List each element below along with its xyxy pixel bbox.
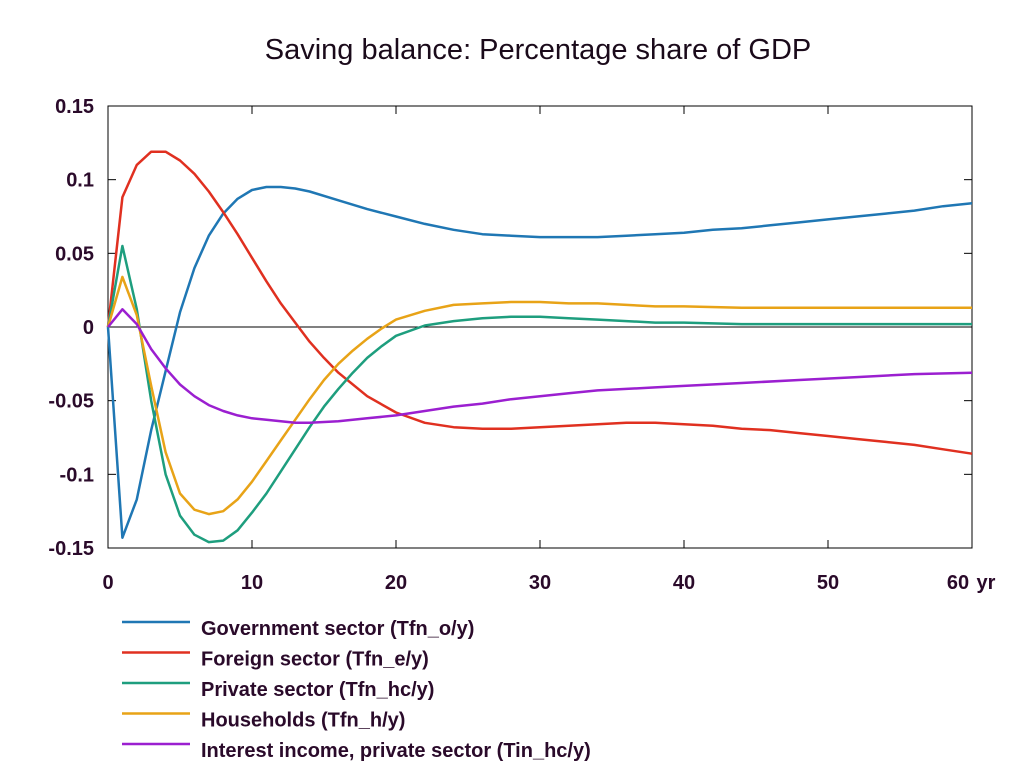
legend-label-1: Foreign sector (Tfn_e/y) <box>201 649 429 671</box>
y-tick-label: 0 <box>83 317 94 339</box>
y-axis: 0.15 0.1 0.05 0 -0.05 -0.1 -0.15 <box>48 96 972 560</box>
series-line-4 <box>107 308 973 425</box>
series-line-2 <box>106 244 972 544</box>
x-tick-label: 0 <box>102 572 113 594</box>
legend-label-0: Government sector (Tfn_o/y) <box>201 618 474 640</box>
series-group <box>106 150 973 544</box>
x-tick-label: 10 <box>241 572 263 594</box>
legend-label-4: Interest income, private sector (Tin_hc/… <box>201 740 591 762</box>
y-tick-label: 0.1 <box>66 170 94 192</box>
x-axis: 0 10 20 30 40 50 60 <box>102 106 973 594</box>
legend-label-3: Households (Tfn_h/y) <box>201 710 405 732</box>
x-tick-label: 60 <box>947 572 969 594</box>
chart-title: Saving balance: Percentage share of GDP <box>265 34 812 66</box>
legend-label-2: Private sector (Tfn_hc/y) <box>201 679 434 701</box>
series-line-1 <box>106 150 973 455</box>
series-line-3 <box>106 275 972 516</box>
y-tick-label: -0.1 <box>60 464 94 486</box>
x-unit-label: yr <box>977 572 996 594</box>
y-tick-label: 0.15 <box>55 96 94 118</box>
y-tick-label: -0.15 <box>48 538 94 560</box>
y-tick-label: 0.05 <box>55 243 94 265</box>
x-tick-label: 20 <box>385 572 407 594</box>
legend: Government sector (Tfn_o/y) Foreign secto… <box>122 618 591 762</box>
x-tick-label: 40 <box>673 572 695 594</box>
x-tick-label: 50 <box>817 572 839 594</box>
y-tick-label: -0.05 <box>48 391 94 413</box>
x-tick-label: 30 <box>529 572 551 594</box>
series-line-0 <box>106 185 973 539</box>
